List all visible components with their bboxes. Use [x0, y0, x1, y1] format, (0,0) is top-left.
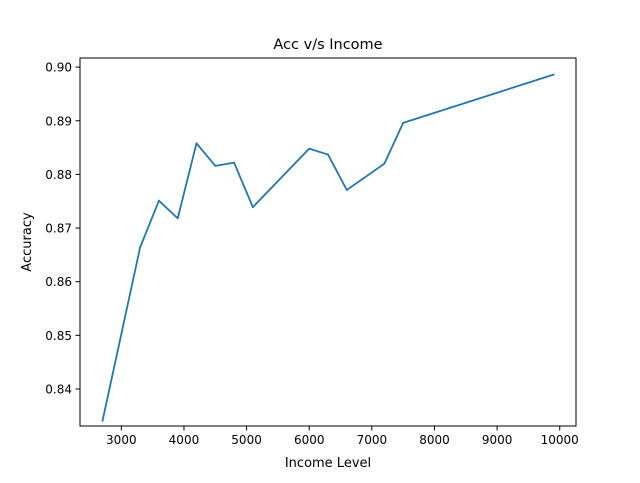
- data-point: [552, 73, 555, 76]
- y-tick-label: 0.90: [45, 61, 72, 75]
- data-point: [195, 142, 198, 145]
- y-tick-label: 0.89: [45, 114, 72, 128]
- x-tick-label: 7000: [357, 433, 388, 447]
- y-tick-label: 0.88: [45, 168, 72, 182]
- x-tick-label: 6000: [294, 433, 325, 447]
- data-point: [402, 122, 405, 124]
- chart-title: Acc v/s Income: [273, 37, 382, 53]
- x-axis-ticks: 3000 4000 5000 6000 7000 8000 9000 10000: [106, 426, 579, 447]
- plot-area-frame: [79, 57, 577, 427]
- data-point: [233, 161, 235, 164]
- x-tick-label: 4000: [169, 433, 200, 447]
- y-tick-label: 0.86: [45, 275, 72, 289]
- y-tick-label: 0.85: [45, 329, 72, 343]
- data-point: [308, 147, 311, 150]
- data-point: [327, 153, 329, 156]
- data-point: [139, 246, 142, 249]
- data-point: [158, 199, 160, 202]
- x-tick-label: 10000: [541, 433, 579, 447]
- x-tick-label: 3000: [106, 433, 137, 447]
- data-point: [345, 189, 348, 191]
- series-layer: [101, 73, 555, 422]
- data-point: [176, 217, 179, 220]
- data-point: [214, 164, 217, 167]
- y-tick-label: 0.84: [45, 382, 72, 396]
- y-axis-ticks: 0.84 0.85 0.86 0.87 0.88 0.89 0.90: [45, 61, 80, 396]
- data-point: [101, 419, 104, 422]
- x-tick-label: 5000: [231, 433, 262, 447]
- x-tick-label: 8000: [419, 433, 450, 447]
- series-line-0: [101, 73, 555, 422]
- data-point: [383, 162, 386, 165]
- y-tick-label: 0.87: [45, 222, 72, 236]
- x-tick-label: 9000: [482, 433, 513, 447]
- x-axis-label: Income Level: [285, 456, 371, 471]
- data-point: [251, 206, 254, 209]
- y-axis-label: Accuracy: [20, 212, 35, 272]
